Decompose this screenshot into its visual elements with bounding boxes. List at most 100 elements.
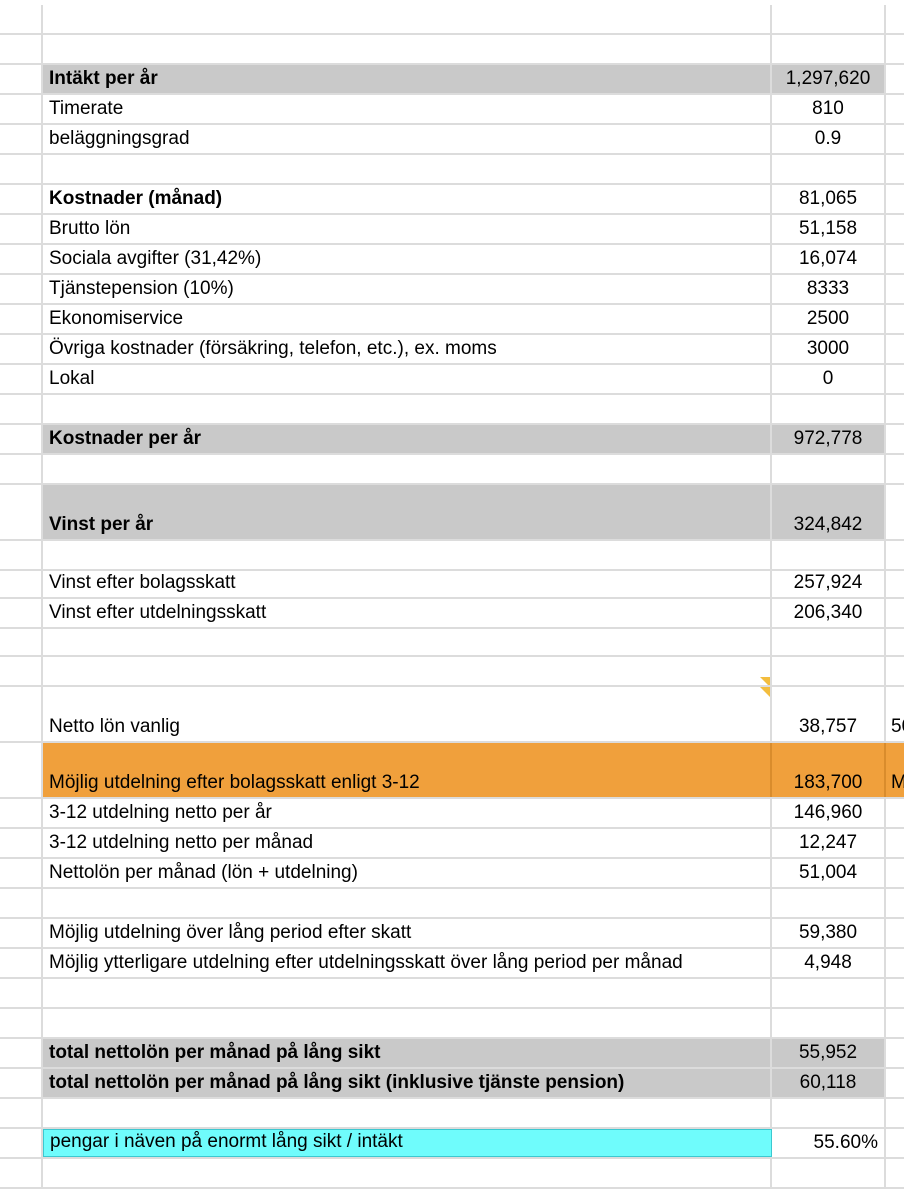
value-cell[interactable]	[772, 1159, 886, 1187]
label-cell[interactable]: Brutto lön	[43, 215, 772, 243]
row-header-cell[interactable]	[0, 743, 43, 797]
row-header-cell[interactable]	[0, 949, 43, 977]
overflow-cell[interactable]	[886, 859, 904, 887]
label-cell[interactable]: Intäkt per år	[43, 65, 772, 93]
overflow-cell[interactable]	[886, 5, 904, 33]
overflow-cell[interactable]	[886, 629, 904, 655]
value-cell[interactable]: 60,118	[772, 1069, 886, 1097]
overflow-cell[interactable]	[886, 365, 904, 393]
label-cell[interactable]: Ekonomiservice	[43, 305, 772, 333]
row-header-cell[interactable]	[0, 65, 43, 93]
label-cell[interactable]: 3-12 utdelning netto per månad	[43, 829, 772, 857]
value-cell[interactable]: 0	[772, 365, 886, 393]
value-cell[interactable]	[772, 1009, 886, 1037]
row-header-cell[interactable]	[0, 1129, 43, 1157]
value-cell[interactable]	[772, 455, 886, 483]
overflow-cell[interactable]	[886, 919, 904, 947]
overflow-cell[interactable]	[886, 215, 904, 243]
overflow-cell[interactable]	[886, 455, 904, 483]
row-header-cell[interactable]	[0, 215, 43, 243]
overflow-cell[interactable]	[886, 425, 904, 453]
value-cell[interactable]: 38,757	[772, 687, 886, 741]
value-cell[interactable]	[772, 657, 886, 685]
overflow-cell[interactable]	[886, 485, 904, 539]
row-header-cell[interactable]	[0, 305, 43, 333]
label-cell[interactable]: Tjänstepension (10%)	[43, 275, 772, 303]
overflow-cell[interactable]	[886, 185, 904, 213]
label-cell[interactable]	[43, 35, 772, 63]
comment-indicator-icon[interactable]	[760, 687, 770, 697]
label-cell[interactable]: Vinst per år	[43, 485, 772, 539]
label-cell[interactable]	[43, 629, 772, 655]
label-cell[interactable]	[43, 1009, 772, 1037]
value-cell[interactable]: 16,074	[772, 245, 886, 273]
overflow-cell[interactable]: M	[886, 743, 904, 797]
row-header-cell[interactable]	[0, 365, 43, 393]
row-header-cell[interactable]	[0, 275, 43, 303]
row-header-cell[interactable]	[0, 889, 43, 917]
value-cell[interactable]	[772, 395, 886, 423]
label-cell[interactable]: Nettolön per månad (lön + utdelning)	[43, 859, 772, 887]
value-cell[interactable]: 1,297,620	[772, 65, 886, 93]
label-cell[interactable]	[43, 979, 772, 1007]
value-cell[interactable]: 59,380	[772, 919, 886, 947]
label-cell[interactable]: Vinst efter bolagsskatt	[43, 571, 772, 597]
row-header-cell[interactable]	[0, 245, 43, 273]
value-cell[interactable]	[772, 629, 886, 655]
value-cell[interactable]	[772, 1099, 886, 1127]
label-cell[interactable]: total nettolön per månad på lång sikt (i…	[43, 1069, 772, 1097]
row-header-cell[interactable]	[0, 335, 43, 363]
value-cell[interactable]	[772, 889, 886, 917]
value-cell[interactable]: 8333	[772, 275, 886, 303]
value-cell[interactable]	[772, 541, 886, 569]
value-cell[interactable]: 4,948	[772, 949, 886, 977]
row-header-cell[interactable]	[0, 95, 43, 123]
label-cell[interactable]: Möjlig ytterligare utdelning efter utdel…	[43, 949, 772, 977]
overflow-cell[interactable]	[886, 657, 904, 685]
value-cell[interactable]: 55,952	[772, 1039, 886, 1067]
label-cell[interactable]	[43, 657, 772, 685]
row-header-cell[interactable]	[0, 1159, 43, 1187]
label-cell[interactable]: Lokal	[43, 365, 772, 393]
value-cell[interactable]: 51,004	[772, 859, 886, 887]
overflow-cell[interactable]	[886, 979, 904, 1007]
overflow-cell[interactable]	[886, 599, 904, 627]
value-cell[interactable]: 55.60%	[772, 1129, 886, 1157]
row-header-cell[interactable]	[0, 1099, 43, 1127]
overflow-cell[interactable]	[886, 155, 904, 183]
row-header-cell[interactable]	[0, 5, 43, 33]
row-header-cell[interactable]	[0, 799, 43, 827]
row-header-cell[interactable]	[0, 571, 43, 597]
label-cell[interactable]: Timerate	[43, 95, 772, 123]
overflow-cell[interactable]	[886, 65, 904, 93]
value-cell[interactable]: 257,924	[772, 571, 886, 597]
overflow-cell[interactable]	[886, 245, 904, 273]
label-cell[interactable]	[43, 155, 772, 183]
row-header-cell[interactable]	[0, 1039, 43, 1067]
row-header-cell[interactable]	[0, 155, 43, 183]
row-header-cell[interactable]	[0, 979, 43, 1007]
overflow-cell[interactable]	[886, 889, 904, 917]
label-cell[interactable]: Sociala avgifter (31,42%)	[43, 245, 772, 273]
value-cell[interactable]: 183,700	[772, 743, 886, 797]
label-cell[interactable]: total nettolön per månad på lång sikt	[43, 1039, 772, 1067]
overflow-cell[interactable]	[886, 1009, 904, 1037]
label-cell[interactable]	[43, 455, 772, 483]
overflow-cell[interactable]	[886, 1039, 904, 1067]
overflow-cell[interactable]	[886, 1129, 904, 1157]
row-header-cell[interactable]	[0, 125, 43, 153]
overflow-cell[interactable]	[886, 305, 904, 333]
label-cell[interactable]	[43, 1099, 772, 1127]
label-cell[interactable]	[43, 889, 772, 917]
value-cell[interactable]	[772, 155, 886, 183]
row-header-cell[interactable]	[0, 425, 43, 453]
label-cell[interactable]: 3-12 utdelning netto per år	[43, 799, 772, 827]
value-cell[interactable]: 3000	[772, 335, 886, 363]
label-cell[interactable]: Övriga kostnader (försäkring, telefon, e…	[43, 335, 772, 363]
label-cell[interactable]: Kostnader (månad)	[43, 185, 772, 213]
overflow-cell[interactable]	[886, 1159, 904, 1187]
overflow-cell[interactable]	[886, 1099, 904, 1127]
overflow-cell[interactable]	[886, 275, 904, 303]
overflow-cell[interactable]	[886, 125, 904, 153]
overflow-cell[interactable]	[886, 829, 904, 857]
